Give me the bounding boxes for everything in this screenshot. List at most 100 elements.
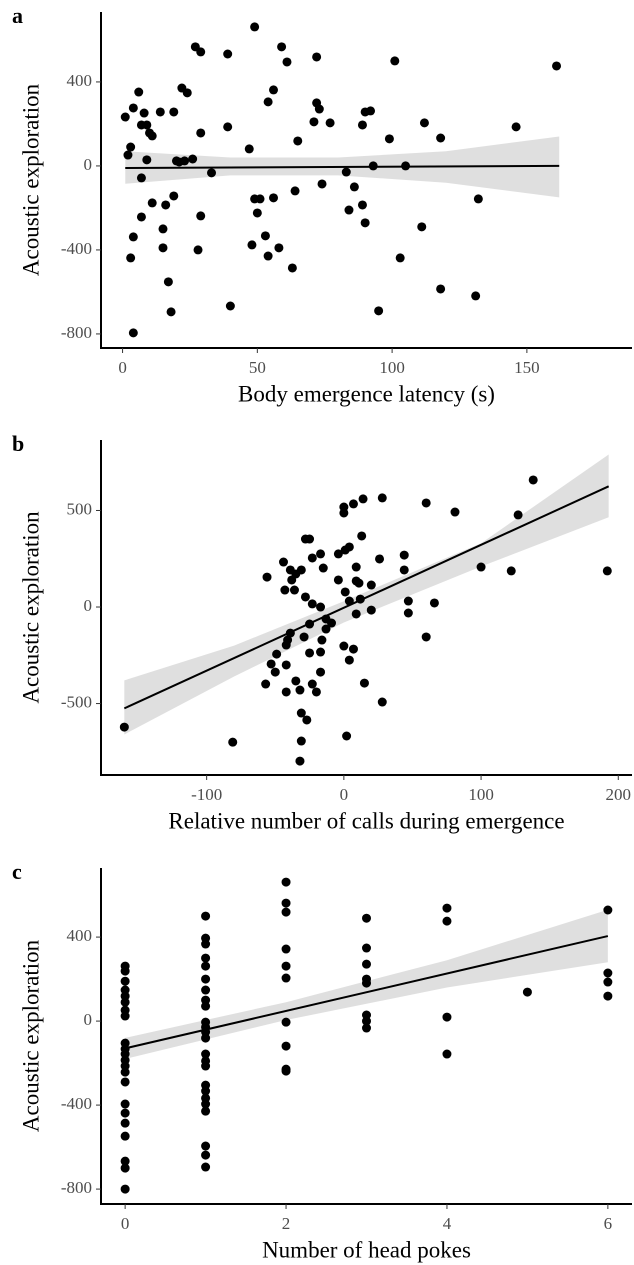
point <box>506 566 516 576</box>
point <box>169 107 179 117</box>
point <box>250 194 260 204</box>
point <box>339 641 349 651</box>
point <box>344 596 354 606</box>
point <box>223 122 233 132</box>
point <box>201 985 211 995</box>
point <box>139 108 149 118</box>
point <box>316 667 326 677</box>
y-tick-label: 500 <box>67 499 93 518</box>
point <box>436 133 446 143</box>
panel-label: c <box>12 859 22 884</box>
point <box>134 87 144 97</box>
point <box>126 142 136 152</box>
point <box>201 1162 211 1172</box>
point <box>390 56 400 66</box>
point <box>201 1001 211 1011</box>
point <box>552 61 562 71</box>
point <box>362 959 371 969</box>
point <box>207 168 217 178</box>
point <box>344 205 354 215</box>
point <box>309 117 319 127</box>
point <box>142 120 152 130</box>
point <box>296 708 306 718</box>
point <box>603 968 613 978</box>
point <box>281 660 291 670</box>
point <box>471 291 481 301</box>
confidence-band <box>124 454 609 735</box>
y-tick-label: 400 <box>67 926 93 945</box>
panel: c 0 2 4 6 -800 -400 0 400 Number of head pokes Aco… <box>12 859 632 1262</box>
x-tick-label: 50 <box>249 358 266 377</box>
point <box>182 88 192 98</box>
point <box>316 549 326 559</box>
point <box>201 1049 211 1059</box>
x-tick-label: -100 <box>191 785 222 804</box>
panel-label: a <box>12 3 23 28</box>
point <box>302 715 312 725</box>
point <box>362 1016 371 1026</box>
point <box>312 52 322 62</box>
point <box>327 618 337 628</box>
point <box>281 640 291 650</box>
point <box>348 499 358 509</box>
point <box>244 144 254 154</box>
point <box>120 966 130 976</box>
point <box>128 328 138 338</box>
point <box>366 605 376 615</box>
point <box>201 1150 211 1160</box>
point <box>291 676 301 686</box>
point <box>201 1099 211 1109</box>
point <box>196 211 206 221</box>
point <box>366 106 376 116</box>
point <box>357 200 367 210</box>
point <box>281 1066 291 1076</box>
point <box>281 944 291 954</box>
point <box>281 877 291 887</box>
point <box>285 628 295 638</box>
point <box>269 193 279 203</box>
point <box>603 991 613 1001</box>
point <box>201 1106 211 1116</box>
point <box>120 1184 130 1194</box>
point <box>442 903 452 913</box>
point <box>201 961 211 971</box>
point <box>513 510 523 520</box>
point <box>305 619 315 629</box>
point <box>263 97 273 107</box>
point <box>281 961 291 971</box>
point <box>142 155 152 165</box>
point <box>307 599 317 609</box>
point <box>351 576 361 586</box>
y-tick-label: -800 <box>61 323 92 342</box>
point <box>260 231 270 241</box>
point <box>357 120 367 130</box>
point <box>272 649 282 659</box>
point <box>252 208 262 218</box>
point <box>384 134 394 144</box>
point <box>339 508 349 518</box>
point <box>250 22 260 32</box>
point <box>128 232 138 242</box>
point <box>511 122 521 132</box>
point <box>340 587 350 597</box>
point <box>120 976 130 986</box>
point <box>158 243 168 253</box>
point <box>128 103 138 113</box>
point <box>436 284 446 294</box>
panel-label: b <box>12 431 24 456</box>
point <box>201 939 211 949</box>
point <box>307 679 317 689</box>
regression-line <box>123 485 610 710</box>
point <box>429 598 439 608</box>
x-axis-title: Relative number of calls during emergenc… <box>168 808 564 833</box>
point <box>403 608 413 618</box>
point <box>295 756 305 766</box>
point <box>355 594 365 604</box>
y-tick-label: -400 <box>61 1094 92 1113</box>
y-axis-title: Acoustic exploration <box>18 83 43 276</box>
point <box>120 1011 130 1021</box>
point <box>359 678 369 688</box>
point <box>528 475 538 485</box>
point <box>274 243 284 253</box>
